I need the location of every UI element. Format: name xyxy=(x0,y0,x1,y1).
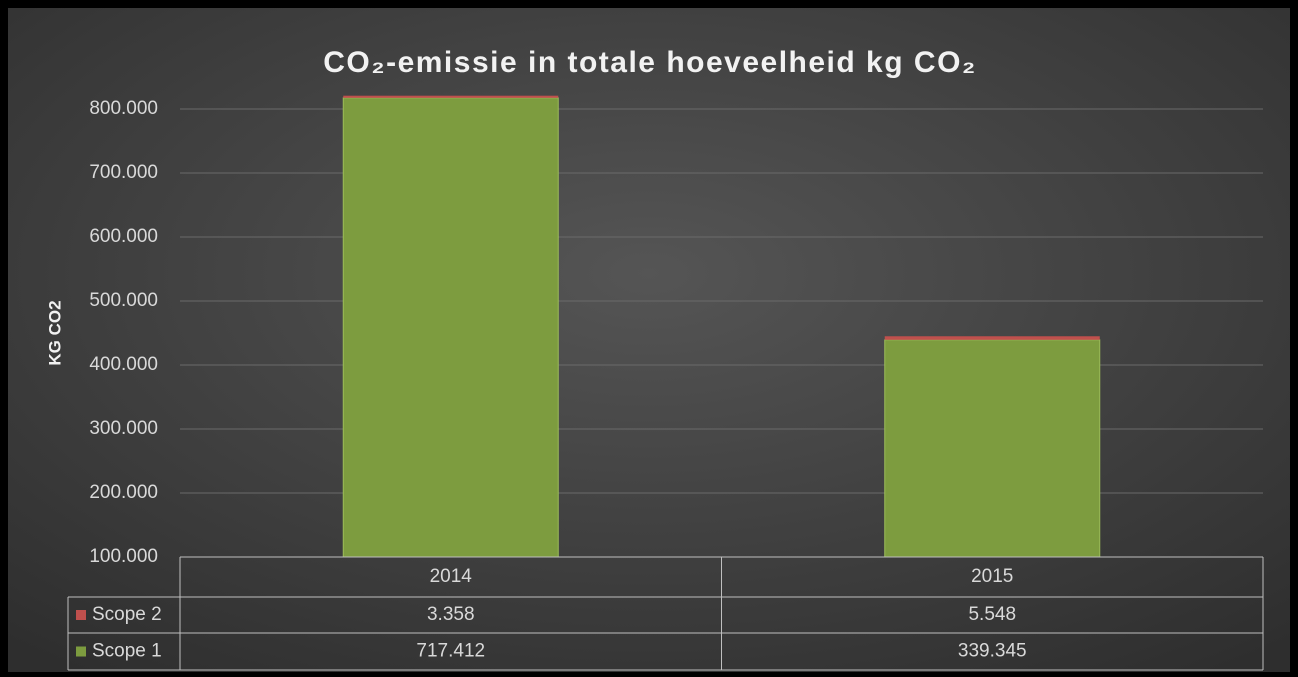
bar-segment xyxy=(343,95,559,98)
y-tick-label: 400.000 xyxy=(89,354,158,375)
chart-title: CO₂-emissie in totale hoeveelheid kg CO₂ xyxy=(323,46,976,79)
y-tick-label: 200.000 xyxy=(89,482,158,503)
legend-key xyxy=(76,646,86,657)
x-tick-label: 2014 xyxy=(430,566,473,587)
y-axis-label: KG CO2 xyxy=(45,300,64,365)
table-value: 339.345 xyxy=(958,641,1027,662)
legend-label: Scope 2 xyxy=(92,604,162,625)
legend-label: Scope 1 xyxy=(92,641,162,662)
y-tick-label: 500.000 xyxy=(89,290,158,311)
x-tick-label: 2015 xyxy=(971,566,1013,587)
y-tick-label: 100.000 xyxy=(89,546,158,567)
bar-segment xyxy=(342,97,559,558)
legend-key xyxy=(76,610,86,620)
y-tick-label: 600.000 xyxy=(89,226,158,247)
y-tick-label: 300.000 xyxy=(89,418,158,439)
bar-segment xyxy=(884,339,1101,558)
bar-segment xyxy=(884,336,1100,340)
table-value: 5.548 xyxy=(968,604,1016,625)
table-value: 3.358 xyxy=(427,604,475,625)
y-tick-label: 700.000 xyxy=(89,162,158,183)
y-tick-label: 800.000 xyxy=(89,98,158,119)
table-value: 717.412 xyxy=(416,641,485,662)
